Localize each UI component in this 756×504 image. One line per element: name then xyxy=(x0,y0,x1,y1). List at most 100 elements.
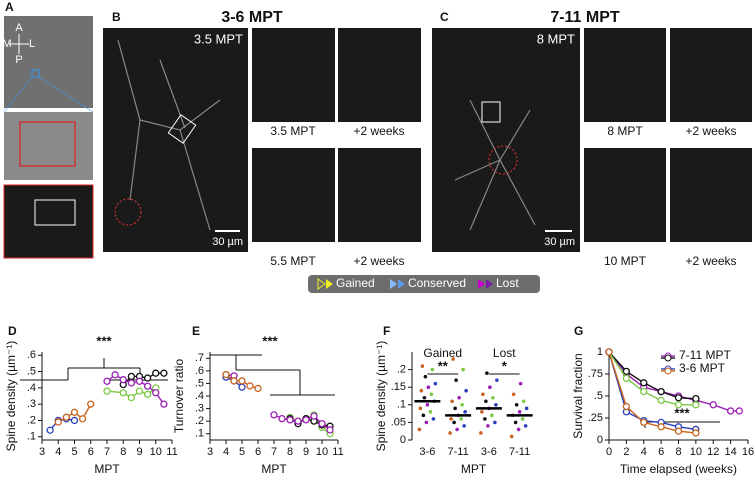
x-tick-label: 11 xyxy=(332,446,343,458)
image-label: 8 MPT xyxy=(537,31,575,46)
data-point xyxy=(54,418,62,426)
data-point xyxy=(488,385,492,390)
data-point xyxy=(451,357,455,361)
x-tick-label: 3-6 xyxy=(419,446,435,458)
data-point xyxy=(674,394,683,402)
y-tick-label: .6 xyxy=(27,349,36,361)
data-point xyxy=(70,416,79,425)
data-point xyxy=(135,387,144,395)
compass-label: L xyxy=(29,38,35,50)
y-tick-label: .6 xyxy=(195,365,204,377)
data-point xyxy=(657,387,665,396)
data-point xyxy=(454,378,458,382)
data-point xyxy=(87,400,95,408)
roi xyxy=(114,198,142,226)
legend-label: Lost xyxy=(496,276,519,290)
inset-caption: +2 weeks xyxy=(685,254,736,268)
x-axis-label: MPT xyxy=(261,462,287,476)
data-point xyxy=(119,376,127,384)
data-point xyxy=(449,417,453,421)
legend-label: 7-11 MPT xyxy=(679,348,731,362)
data-point xyxy=(455,427,459,432)
data-point xyxy=(62,413,71,421)
inset xyxy=(252,148,335,242)
y-axis-label: Turnover ratio xyxy=(172,359,186,434)
y-axis-label: Spine density (µm⁻¹) xyxy=(4,341,18,452)
data-point xyxy=(135,377,144,385)
legend-symbol xyxy=(398,279,405,289)
data-point xyxy=(735,407,743,415)
data-point xyxy=(461,367,465,372)
data-point xyxy=(302,416,310,424)
compass-label: A xyxy=(15,22,23,34)
data-point xyxy=(709,401,717,409)
data-point xyxy=(419,388,424,393)
data-point xyxy=(674,427,683,435)
data-point xyxy=(453,406,457,411)
inset xyxy=(338,148,421,242)
data-point xyxy=(78,415,87,423)
x-tick-label: 7 xyxy=(271,446,277,458)
data-point xyxy=(423,374,428,379)
y-tick-label: 0 xyxy=(597,434,603,446)
data-point xyxy=(622,367,631,376)
data-point xyxy=(514,403,519,407)
x-tick-label: 10 xyxy=(690,446,702,458)
inset-caption: 3.5 MPT xyxy=(270,124,316,138)
data-point xyxy=(450,399,454,404)
panel-title: 3-6 MPT xyxy=(221,9,283,26)
data-point xyxy=(516,427,521,432)
significance: * xyxy=(502,358,508,373)
group-label: Lost xyxy=(493,346,516,360)
data-point xyxy=(286,416,294,424)
x-tick-label: 10 xyxy=(150,446,162,458)
roi xyxy=(488,145,518,175)
significance: *** xyxy=(96,333,112,348)
data-point xyxy=(640,379,648,387)
y-tick-label: .1 xyxy=(27,431,36,443)
data-point xyxy=(657,396,665,405)
panel-label: C xyxy=(440,10,449,24)
legend-symbol xyxy=(326,279,333,289)
x-tick-label: 9 xyxy=(303,446,309,458)
y-tick-label: .3 xyxy=(195,402,204,414)
y-tick-label: .2 xyxy=(397,364,406,376)
data-point xyxy=(495,378,499,382)
data-point xyxy=(523,424,528,428)
roi xyxy=(481,101,501,123)
data-point xyxy=(160,400,168,408)
legend-box xyxy=(308,275,540,293)
y-axis-label: Survival fraction xyxy=(571,353,585,438)
data-point xyxy=(513,420,518,425)
data-point xyxy=(278,414,286,423)
data-point xyxy=(640,418,648,427)
scale-label: 30 µm xyxy=(212,236,243,248)
y-tick-label: .3 xyxy=(27,398,36,410)
x-tick-label: 8 xyxy=(675,446,681,458)
x-tick-label: 16 xyxy=(742,446,754,458)
x-tick-label: 7-11 xyxy=(448,446,469,458)
y-axis-label: Spine density (µm⁻¹) xyxy=(374,341,388,452)
data-point xyxy=(483,417,487,421)
x-tick-label: 4 xyxy=(223,446,229,458)
x-tick-label: 11 xyxy=(166,446,177,458)
y-tick-label: .25 xyxy=(588,412,603,424)
y-tick-label: .5 xyxy=(594,390,603,402)
data-point xyxy=(421,413,426,418)
y-tick-label: 1 xyxy=(597,346,603,358)
significance: *** xyxy=(262,333,278,348)
connector xyxy=(38,76,94,113)
data-point xyxy=(430,367,435,372)
data-point xyxy=(459,417,463,421)
connector xyxy=(3,76,33,113)
data-point xyxy=(481,392,485,397)
image xyxy=(103,28,248,252)
y-tick-label: .5 xyxy=(195,377,204,389)
data-point xyxy=(270,411,278,419)
data-point xyxy=(143,382,152,390)
panel-title: 7-11 MPT xyxy=(550,9,620,26)
data-point xyxy=(509,434,514,439)
data-point xyxy=(294,417,302,425)
legend-symbol xyxy=(478,279,485,289)
